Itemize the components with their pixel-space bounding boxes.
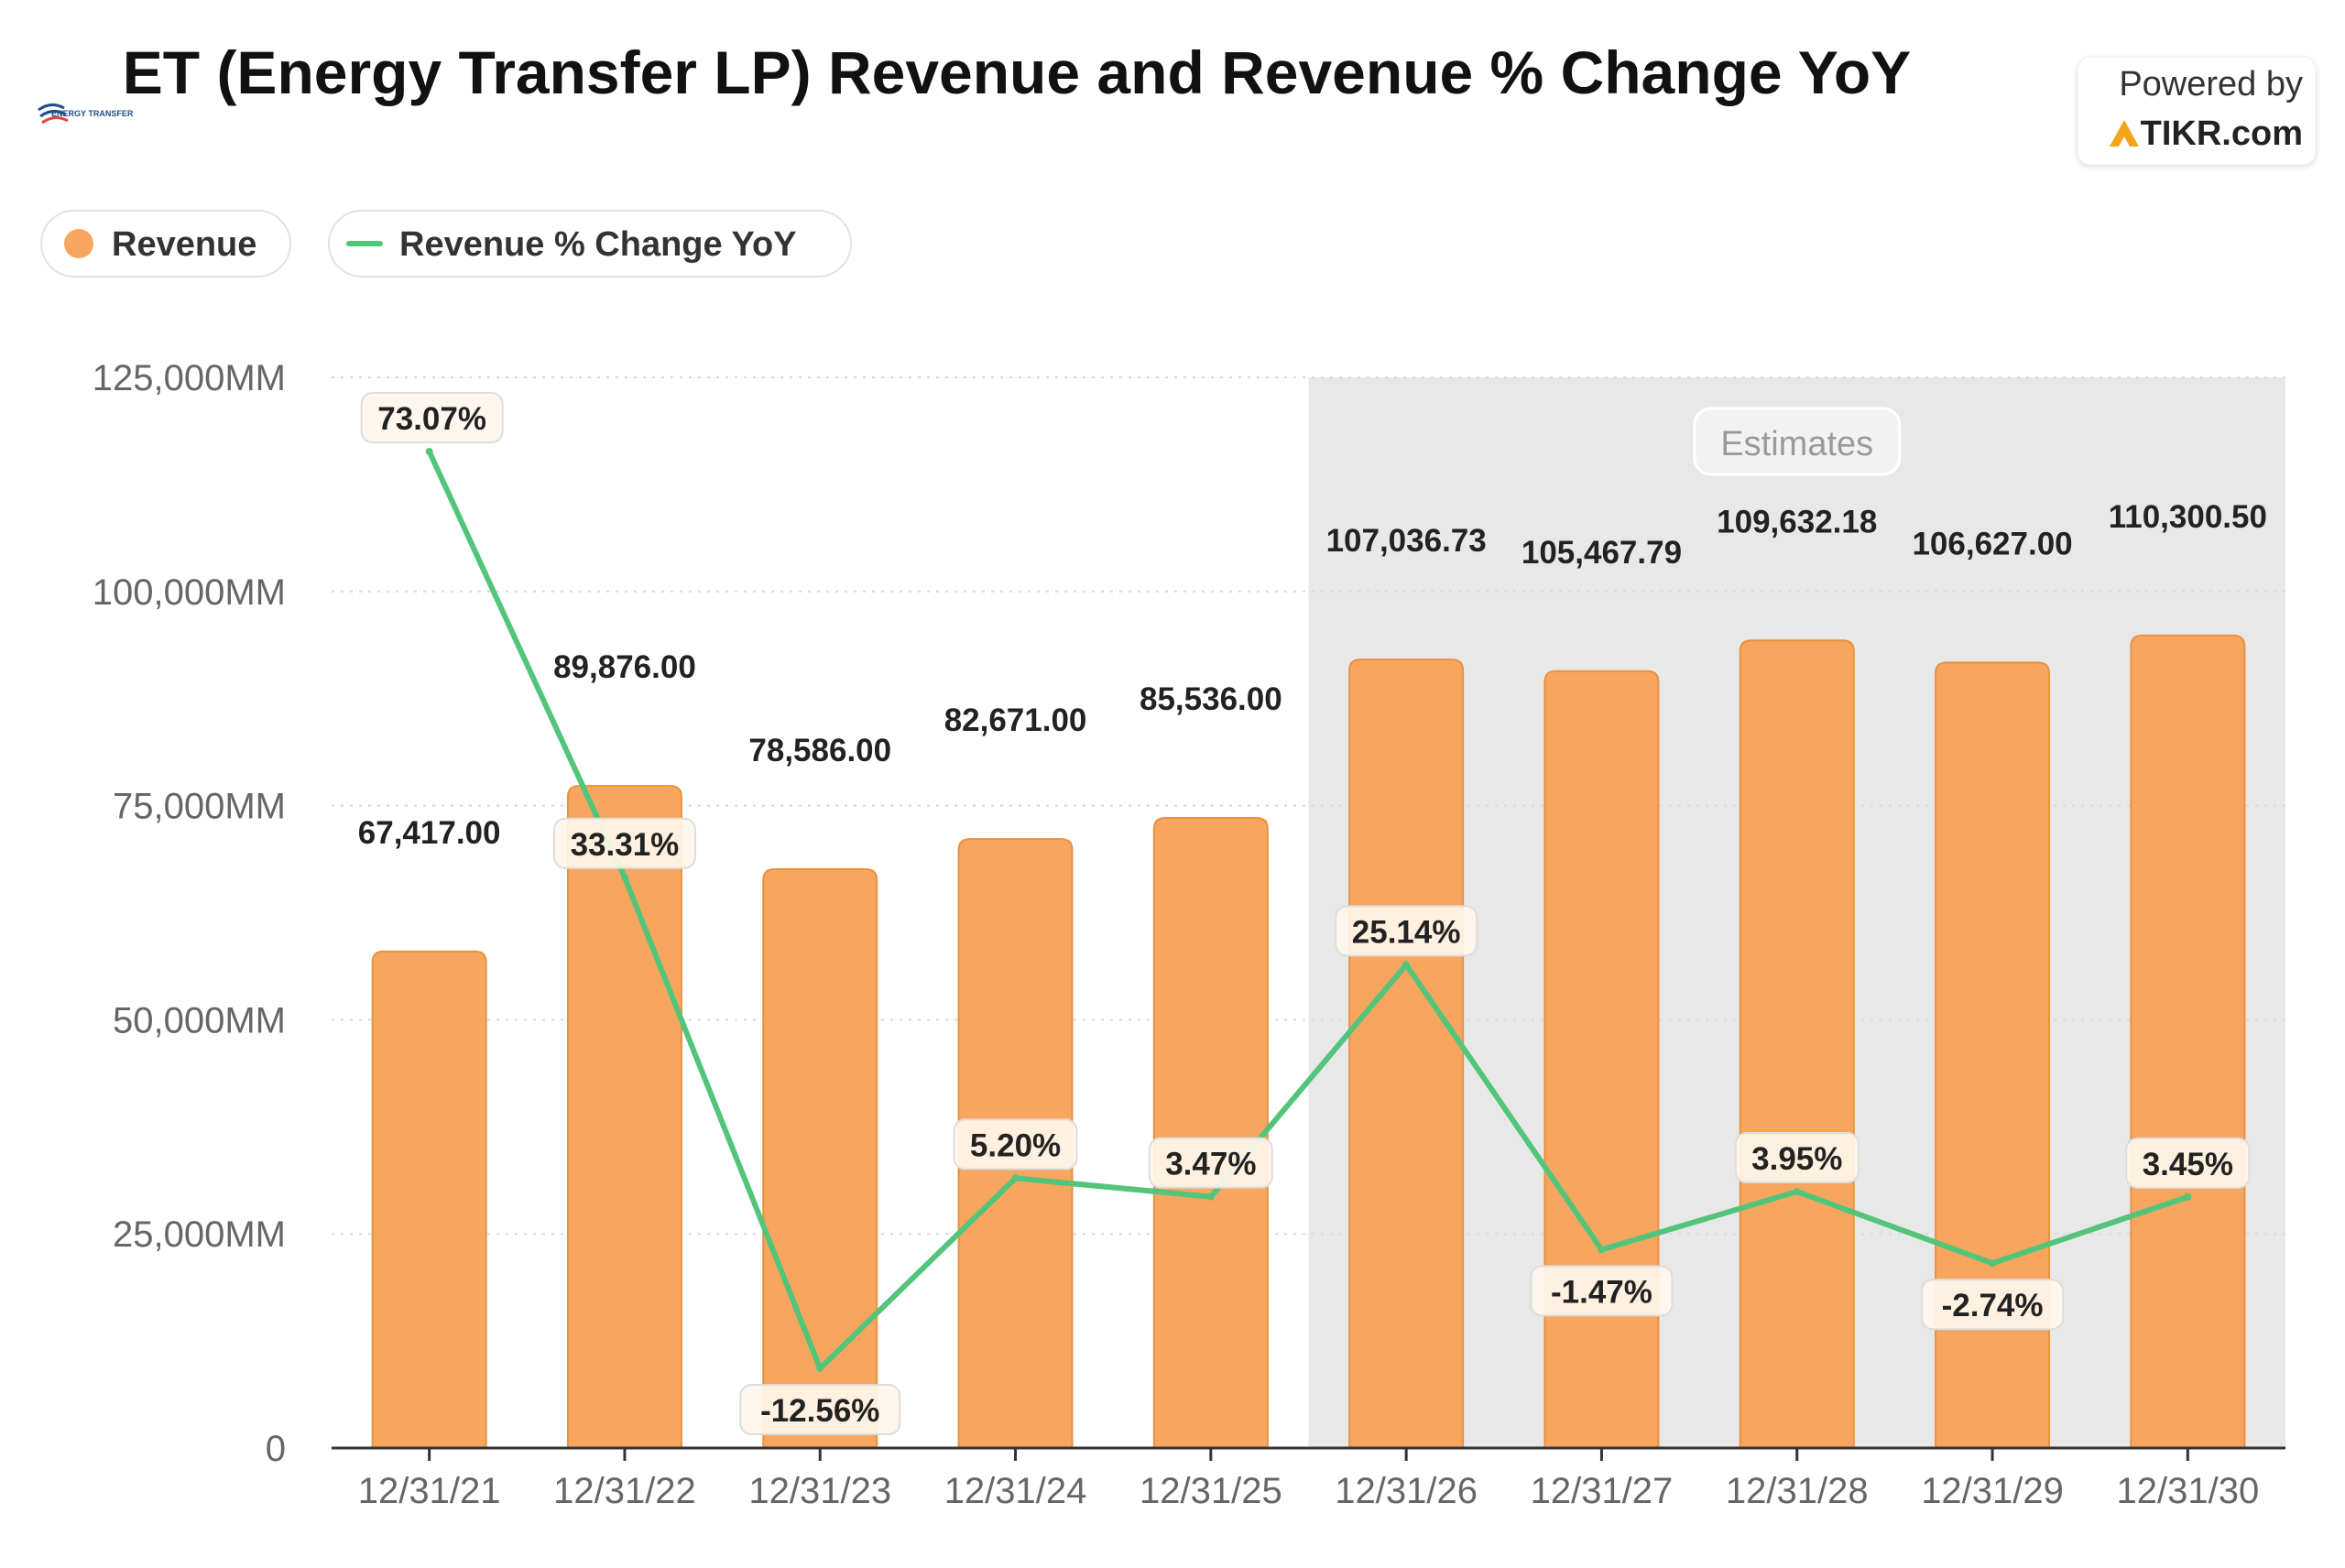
yoy-value-label: -1.47% <box>1551 1274 1652 1310</box>
chart-title: ET (Energy Transfer LP) Revenue and Reve… <box>123 38 1911 106</box>
estimates-label: Estimates <box>1720 425 1873 463</box>
yoy-point <box>1598 1246 1606 1254</box>
yoy-label-box <box>1921 1279 2065 1331</box>
powered-by-badge[interactable] <box>2077 56 2317 166</box>
yoy-point <box>1402 961 1411 969</box>
yoy-label-box <box>2125 1137 2251 1189</box>
yoy-label-box <box>360 392 504 444</box>
y-tick-label: 25,000MM <box>113 1214 286 1255</box>
y-tick-label: 75,000MM <box>113 787 286 827</box>
x-tick-label: 12/31/25 <box>1140 1471 1282 1511</box>
x-tick-label: 12/31/22 <box>553 1471 696 1511</box>
legend-label-revenue: Revenue <box>112 225 256 264</box>
tikr-name: TIKR.com <box>2141 114 2303 153</box>
revenue-value-label: 78,586.00 <box>748 733 891 768</box>
estimates-badge <box>1693 407 1902 476</box>
yoy-point <box>1989 1259 1997 1268</box>
x-tick-label: 12/31/26 <box>1335 1471 1478 1511</box>
revenue-data-labels: 67,417.00 89,876.00 78,586.00 82,671.00 85,5… <box>358 499 2267 851</box>
revenue-bar <box>1348 659 1465 1449</box>
yoy-point <box>2184 1192 2192 1201</box>
revenue-value-label: 105,467.79 <box>1522 535 1682 571</box>
yoy-value-label: 33.31% <box>571 827 680 863</box>
y-tick-label: 125,000MM <box>93 358 286 398</box>
revenue-bar <box>1543 670 1660 1449</box>
yoy-label-box <box>1148 1137 1273 1189</box>
x-tick-label: 12/31/28 <box>1726 1471 1869 1511</box>
yoy-line <box>426 449 2191 1372</box>
x-tick-label: 12/31/21 <box>358 1471 501 1511</box>
x-tick-label: 12/31/29 <box>1921 1471 2064 1511</box>
yoy-point <box>816 1365 824 1373</box>
yoy-value-label: 5.20% <box>970 1127 1061 1163</box>
yoy-point <box>620 873 628 881</box>
tikr-logo-icon <box>2110 120 2139 147</box>
revenue-value-label: 82,671.00 <box>944 702 1087 738</box>
powered-by-text: Powered by <box>2119 65 2303 103</box>
yoy-value-label: 3.47% <box>1165 1147 1256 1182</box>
logo-text: ENERGY TRANSFER <box>51 109 134 118</box>
yoy-label-box <box>953 1118 1078 1171</box>
yoy-value-label: 73.07% <box>377 401 486 437</box>
yoy-data-labels: 73.07% 33.31% -12.56% 5.20% 3.47% 25.14% -1.47… <box>360 392 2251 1436</box>
revenue-bar <box>1152 817 1269 1449</box>
yoy-value-label: -12.56% <box>760 1393 879 1429</box>
revenue-value-label: 110,300.50 <box>2109 499 2267 535</box>
legend-item-revenue[interactable]: Revenue <box>40 210 291 278</box>
revenue-value-label: 67,417.00 <box>358 815 501 851</box>
revenue-bar <box>2130 634 2246 1449</box>
revenue-bar <box>566 785 682 1449</box>
x-tick-label: 12/31/24 <box>944 1471 1087 1511</box>
y-axis-tick-labels: 0 25,000MM 50,000MM 75,000MM 100,000MM 125,00… <box>93 358 286 1469</box>
yoy-point <box>1206 1192 1215 1201</box>
revenue-value-label: 89,876.00 <box>553 649 696 685</box>
x-tick-label: 12/31/30 <box>2116 1471 2259 1511</box>
yoy-label-box <box>552 817 696 869</box>
revenue-value-label: 107,036.73 <box>1326 523 1487 559</box>
legend-dot-icon <box>64 229 93 258</box>
company-logo: ENERGY TRANSFER <box>38 103 134 125</box>
legend-label-yoy: Revenue % Change YoY <box>399 225 797 264</box>
yoy-value-label: 3.45% <box>2143 1147 2233 1182</box>
legend-item-yoy[interactable]: Revenue % Change YoY <box>328 210 852 278</box>
yoy-label-box <box>1530 1265 1674 1317</box>
yoy-value-label: -2.74% <box>1942 1288 2044 1323</box>
yoy-point <box>425 448 433 456</box>
yoy-label-box <box>1335 905 1478 957</box>
y-tick-label: 0 <box>266 1429 286 1469</box>
revenue-bar <box>371 950 487 1449</box>
revenue-value-label: 109,632.18 <box>1717 504 1877 539</box>
x-axis-tick-labels: 12/31/21 12/31/22 12/31/23 12/31/24 12/31/25… <box>358 1471 2259 1511</box>
revenue-bar <box>1935 661 2051 1449</box>
yoy-line-series <box>425 448 2192 1373</box>
y-tick-label: 50,000MM <box>113 1000 286 1040</box>
revenue-bar <box>1739 639 1855 1449</box>
yoy-point <box>1793 1188 1801 1196</box>
yoy-label-box <box>739 1384 901 1436</box>
revenue-value-label: 106,627.00 <box>1912 526 2072 561</box>
y-tick-label: 100,000MM <box>93 572 286 613</box>
yoy-value-label: 3.95% <box>1751 1141 1842 1177</box>
legend: Revenue Revenue % Change YoY <box>40 210 852 278</box>
x-tick-label: 12/31/23 <box>748 1471 891 1511</box>
x-tick-label: 12/31/27 <box>1531 1471 1674 1511</box>
revenue-value-label: 85,536.00 <box>1140 681 1282 717</box>
x-axis <box>332 1446 2285 1461</box>
yoy-label-box <box>1734 1132 1860 1184</box>
yoy-point <box>1011 1174 1020 1182</box>
yoy-value-label: 25.14% <box>1352 914 1461 950</box>
